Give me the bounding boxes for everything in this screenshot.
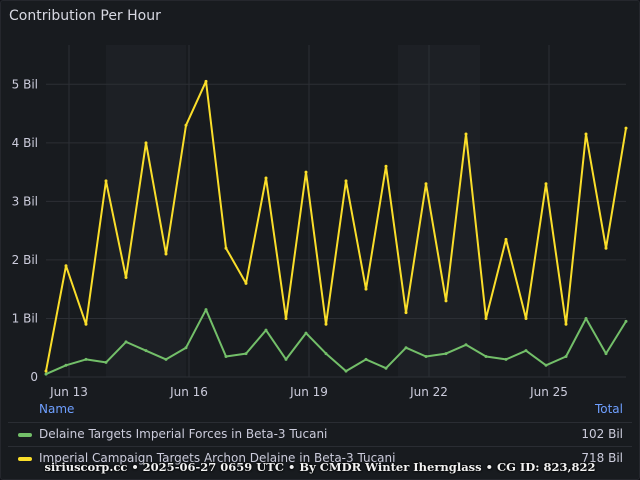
data-point bbox=[504, 237, 508, 241]
data-point bbox=[404, 311, 408, 315]
legend-name-header[interactable]: Name bbox=[39, 402, 75, 416]
data-point bbox=[144, 141, 148, 145]
data-point bbox=[584, 316, 588, 320]
y-axis-ticks: 0 1 Bil 2 Bil 3 Bil 4 Bil 5 Bil bbox=[12, 77, 38, 384]
data-point bbox=[304, 331, 308, 335]
legend-total-header[interactable]: Total bbox=[594, 402, 623, 416]
y-tick-label: 1 Bil bbox=[12, 311, 38, 325]
series-delaine bbox=[44, 308, 628, 376]
data-point bbox=[544, 182, 548, 186]
x-tick-label: Jun 16 bbox=[169, 385, 208, 399]
data-point bbox=[424, 355, 428, 359]
data-point bbox=[444, 299, 448, 303]
data-point bbox=[524, 316, 528, 320]
data-point bbox=[484, 355, 488, 359]
data-point bbox=[464, 132, 468, 136]
legend-item-label: Delaine Targets Imperial Forces in Beta-… bbox=[39, 427, 328, 441]
data-point bbox=[564, 355, 568, 359]
x-axis-ticks: Jun 13 Jun 16 Jun 19 Jun 22 Jun 25 bbox=[49, 385, 568, 399]
data-point bbox=[564, 322, 568, 326]
data-point bbox=[384, 164, 388, 168]
y-tick-label: 4 Bil bbox=[12, 136, 38, 150]
data-point bbox=[624, 126, 628, 130]
data-point bbox=[224, 246, 228, 250]
legend-item-label: Imperial Campaign Targets Archon Delaine… bbox=[39, 451, 396, 465]
x-tick-label: Jun 22 bbox=[409, 385, 448, 399]
data-point bbox=[464, 343, 468, 347]
data-point bbox=[124, 340, 128, 344]
data-point bbox=[444, 352, 448, 356]
data-point bbox=[184, 346, 188, 350]
legend-item-total: 102 Bil bbox=[581, 427, 623, 441]
data-point bbox=[284, 316, 288, 320]
y-tick-label: 3 Bil bbox=[12, 194, 38, 208]
data-point bbox=[484, 316, 488, 320]
data-point bbox=[584, 132, 588, 136]
data-point bbox=[244, 281, 248, 285]
data-point bbox=[144, 349, 148, 353]
data-point bbox=[204, 308, 208, 312]
data-point bbox=[344, 179, 348, 183]
watermark-footer: siriuscorp.cc • 2025-06-27 0659 UTC • By… bbox=[44, 460, 596, 474]
data-point bbox=[424, 182, 428, 186]
y-tick-label: 0 bbox=[30, 370, 38, 384]
data-point bbox=[364, 287, 368, 291]
series-imperial bbox=[44, 79, 628, 373]
data-point bbox=[384, 366, 388, 370]
y-tick-label: 2 Bil bbox=[12, 253, 38, 267]
x-tick-label: Jun 25 bbox=[529, 385, 568, 399]
data-point bbox=[624, 319, 628, 323]
series-color-swatch bbox=[18, 433, 32, 437]
series-line bbox=[45, 80, 627, 372]
data-point bbox=[544, 363, 548, 367]
data-point bbox=[604, 246, 608, 250]
data-point bbox=[524, 349, 528, 353]
data-point bbox=[364, 357, 368, 361]
data-point bbox=[304, 170, 308, 174]
data-point bbox=[184, 123, 188, 127]
series-line bbox=[45, 308, 627, 376]
data-point bbox=[604, 352, 608, 356]
legend-header: Name Total bbox=[0, 402, 640, 418]
time-band bbox=[398, 45, 480, 377]
data-point bbox=[324, 352, 328, 356]
data-point bbox=[104, 360, 108, 364]
legend-item-imperial[interactable]: Imperial Campaign Targets Archon Delaine… bbox=[8, 446, 632, 469]
legend-item-delaine[interactable]: Delaine Targets Imperial Forces in Beta-… bbox=[8, 422, 632, 445]
data-point bbox=[84, 322, 88, 326]
data-point bbox=[124, 275, 128, 279]
data-point bbox=[44, 369, 48, 373]
data-point bbox=[404, 346, 408, 350]
x-tick-label: Jun 13 bbox=[49, 385, 88, 399]
data-point bbox=[64, 363, 68, 367]
legend-item-total: 718 Bil bbox=[581, 451, 623, 465]
data-point bbox=[264, 328, 268, 332]
data-point bbox=[64, 264, 68, 268]
chart-series bbox=[44, 79, 628, 376]
x-tick-label: Jun 19 bbox=[289, 385, 328, 399]
data-point bbox=[204, 79, 208, 83]
data-point bbox=[244, 352, 248, 356]
data-point bbox=[504, 357, 508, 361]
y-tick-label: 5 Bil bbox=[12, 77, 38, 91]
panel-title: Contribution Per Hour bbox=[9, 8, 161, 24]
data-point bbox=[164, 252, 168, 256]
time-band bbox=[106, 45, 186, 377]
time-bands bbox=[106, 45, 480, 377]
data-point bbox=[284, 357, 288, 361]
data-point bbox=[104, 179, 108, 183]
data-point bbox=[84, 357, 88, 361]
data-point bbox=[264, 176, 268, 180]
data-point bbox=[224, 355, 228, 359]
data-point bbox=[164, 357, 168, 361]
data-point bbox=[344, 369, 348, 373]
data-point bbox=[324, 322, 328, 326]
data-point bbox=[44, 372, 48, 376]
series-color-swatch bbox=[18, 457, 32, 461]
